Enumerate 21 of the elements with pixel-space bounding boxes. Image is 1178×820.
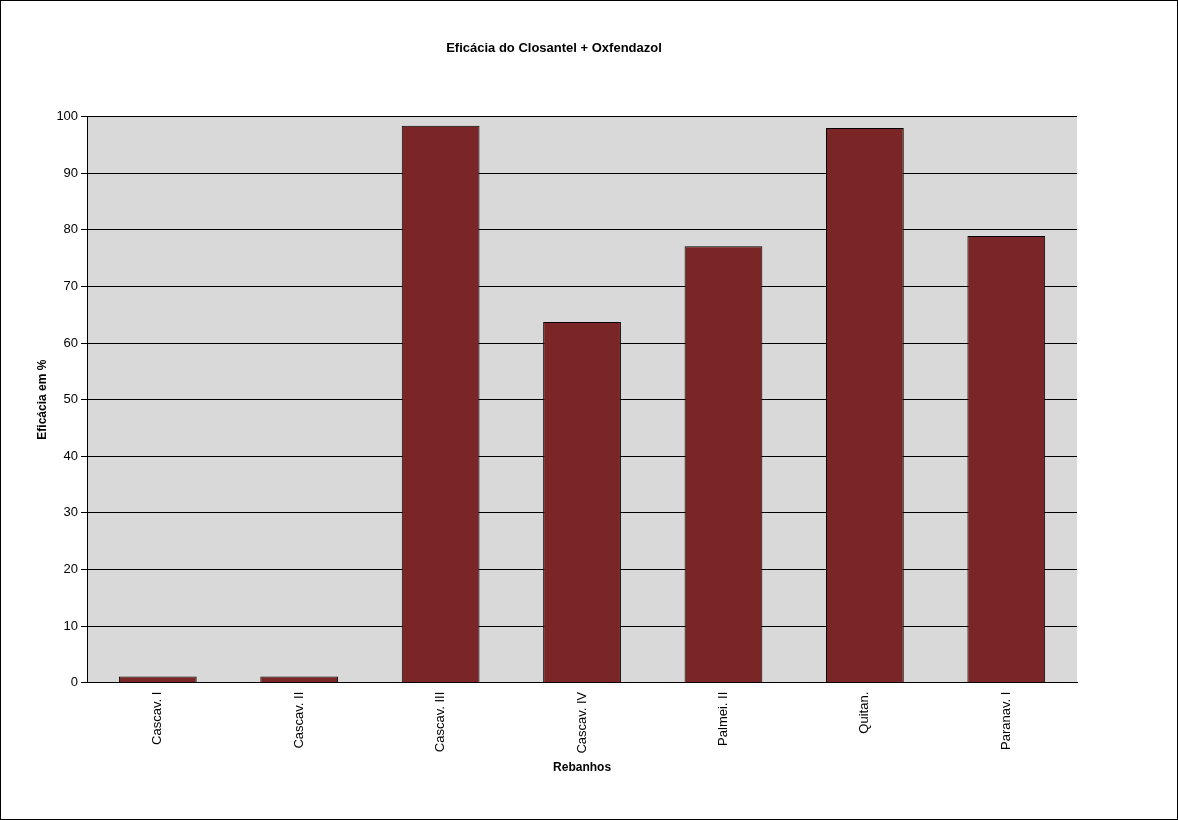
x-tick-label: Cascav. III <box>432 691 448 753</box>
x-tick-label: Quitan. <box>856 691 872 734</box>
x-tick-label: Cascav. II <box>290 691 306 749</box>
y-tick-label: 0 <box>70 674 79 690</box>
y-axis-title: Eficácia em % <box>34 359 49 440</box>
y-tick-label: 80 <box>63 221 79 237</box>
y-tick-label: 70 <box>63 278 79 294</box>
y-tick-label: 50 <box>63 391 79 407</box>
y-tick-label: 20 <box>63 561 79 577</box>
x-axis-title: Rebanhos <box>553 760 612 775</box>
y-tick-label: 40 <box>63 447 79 463</box>
chart-title: Eficácia do Closantel + Oxfendazol <box>446 40 662 56</box>
x-tick-label: Cascav. I <box>149 691 165 745</box>
y-tick-label: 30 <box>63 504 79 520</box>
x-tick-label: Paranav. I <box>997 691 1013 751</box>
y-tick-label: 60 <box>63 334 79 350</box>
x-tick-label: Cascav. IV <box>573 691 589 754</box>
x-tick-label: Palmei. II <box>715 691 731 746</box>
y-tick-label: 100 <box>56 108 79 124</box>
y-tick-label: 90 <box>63 164 79 180</box>
y-tick-label: 10 <box>63 617 79 633</box>
